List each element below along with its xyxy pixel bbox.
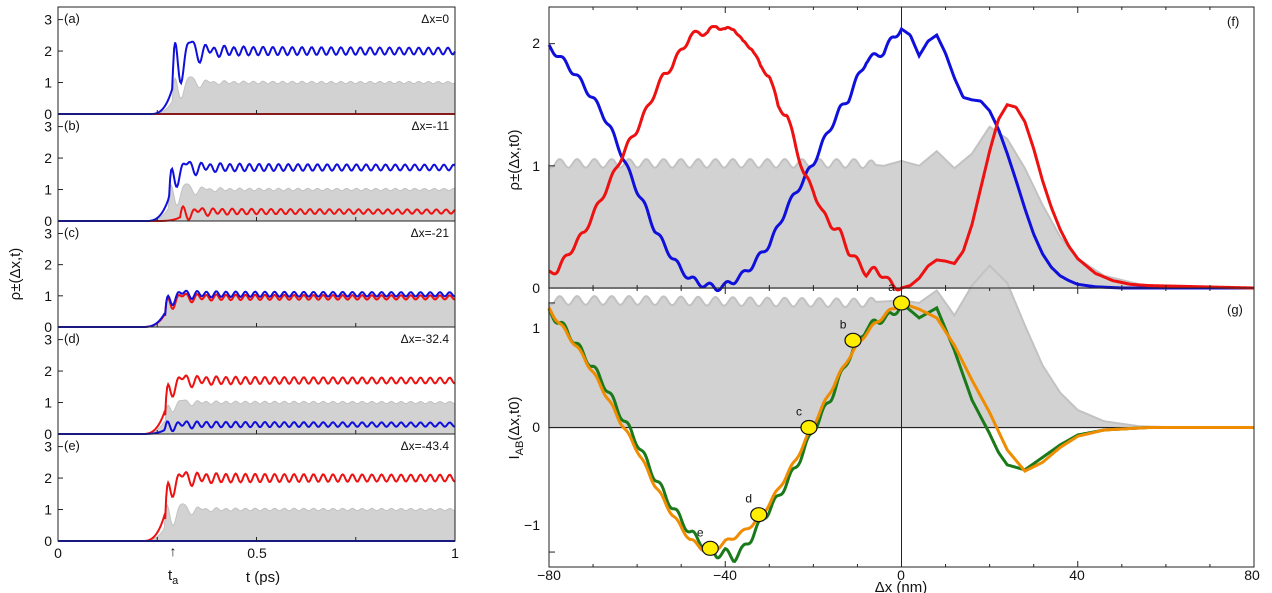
ta-label-main: t (168, 567, 173, 584)
panel-d-tag: (d) (64, 331, 80, 346)
panel-f-y-tick-1: 1 (532, 158, 540, 174)
panel-g-y-title-rest: (Δx,t0) (506, 396, 523, 440)
marker-label-c: c (796, 405, 802, 419)
panel-g-y-tick-1: 1 (532, 320, 540, 336)
panel-e: (e) Δx=-43.4 0 1 2 3 (44, 433, 456, 549)
panel-c-dx-label: Δx=-21 (411, 226, 450, 240)
panel-g-y-title-main: I (506, 455, 523, 459)
marker-c (800, 419, 818, 436)
left-y-axis-title: ρ±(Δx,t) (7, 248, 24, 301)
panel-f-y-tick-0: 0 (532, 280, 540, 296)
ta-arrow: ↑ (170, 543, 177, 559)
ta-label-sub: a (172, 575, 179, 587)
panel-g-y-axis-title: IAB(Δx,t0) (506, 396, 526, 459)
panel-d-y-tick-label-3: 3 (44, 332, 52, 348)
panel-g-y-tick-0: 0 (532, 419, 540, 435)
panel-a-y-tick-label-3: 3 (44, 12, 52, 28)
marker-label-e: e (697, 525, 704, 539)
panel-a-y-tick-label-0: 0 (44, 106, 52, 122)
panel-g-y-title-sub: AB (514, 441, 526, 456)
panel-f-y-axis-title: ρ±(Δx,t0) (506, 130, 523, 191)
panel-e-dx-label: Δx=-43.4 (401, 439, 450, 453)
panel-g: (g) 1 0 −1 −80 −40 0 40 80 Δx (nm) IAB(Δ… (506, 264, 1260, 593)
left-x-tick-1: 1 (451, 545, 459, 561)
panel-c-y-tick-label-0: 0 (44, 319, 52, 335)
marker-d (750, 507, 768, 523)
panel-g-x-tick-neg40: −40 (713, 567, 737, 583)
panel-a-dx-label: Δx=0 (421, 12, 449, 26)
panel-e-y-tick-label-1: 1 (44, 502, 52, 518)
panel-c-y-tick-label-3: 3 (44, 225, 52, 241)
panel-d-y-tick-label-0: 0 (44, 426, 52, 442)
panel-e-y-tick-label-2: 2 (44, 470, 52, 486)
panel-b-y-tick-label-2: 2 (44, 150, 52, 166)
panel-g-x-tick-80: 80 (1244, 567, 1260, 583)
left-x-tick-0: 0 (54, 545, 62, 561)
panel-d: (d) Δx=-32.4 0 1 2 3 (44, 326, 456, 442)
ta-label: ta (168, 567, 179, 587)
left-x-tick-05: 0.5 (247, 545, 267, 561)
panel-d-y-tick-label-2: 2 (44, 363, 52, 379)
panel-b-dx-label: Δx=-11 (412, 119, 450, 133)
panel-a: (a) Δx=0 0 1 2 3 (44, 6, 456, 122)
panel-b-tag: (b) (64, 118, 80, 133)
panel-a-y-tick-label-2: 2 (44, 43, 52, 59)
marker-a (892, 295, 911, 311)
marker-label-a: a (888, 280, 895, 294)
panel-d-gray-area (58, 399, 456, 435)
panel-g-x-tick-neg80: −80 (537, 567, 561, 583)
panel-e-gray-area (58, 503, 456, 542)
left-panels: (a) Δx=0 0 1 2 3 (b) Δx=-11 0 1 2 3 (c) Δx=-21… (7, 6, 459, 587)
panel-c-y-tick-label-1: 1 (44, 288, 52, 304)
panel-a-gray-area (58, 76, 456, 115)
marker-label-b: b (840, 317, 847, 331)
panel-a-y-tick-label-1: 1 (44, 75, 52, 91)
panel-e-y-tick-label-3: 3 (44, 439, 52, 455)
panel-g-x-tick-40: 40 (1069, 567, 1085, 583)
marker-b (844, 332, 862, 348)
marker-e (701, 540, 719, 556)
panel-g-tag: (g) (1227, 302, 1243, 317)
panel-a-tag: (a) (64, 11, 80, 26)
panel-f-y-tick-2: 2 (532, 35, 540, 51)
panel-g-x-tick-0: 0 (897, 567, 905, 583)
panel-d-y-tick-label-1: 1 (44, 395, 52, 411)
panel-d-dx-label: Δx=-32.4 (401, 332, 450, 346)
panel-b-y-tick-label-3: 3 (44, 119, 52, 135)
left-x-axis-title: t (ps) (246, 569, 280, 586)
panel-e-tag: (e) (64, 438, 80, 453)
panel-c: (c) Δx=-21 0 1 2 3 (44, 220, 456, 335)
panel-g-x-axis-title: Δx (nm) (875, 579, 928, 593)
panel-f-tag: (f) (1227, 14, 1239, 29)
panel-b-y-tick-label-0: 0 (44, 213, 52, 229)
panel-f: (f) 0 1 2 ρ±(Δx,t0) (506, 6, 1255, 296)
panel-b: (b) Δx=-11 0 1 2 3 (44, 113, 456, 229)
panel-b-y-tick-label-1: 1 (44, 182, 52, 198)
marker-label-d: d (745, 492, 752, 506)
panel-b-gray-area (58, 183, 456, 222)
panel-c-y-tick-label-2: 2 (44, 257, 52, 273)
panel-c-tag: (c) (64, 225, 79, 240)
panel-e-y-tick-label-0: 0 (44, 533, 52, 549)
panel-g-y-tick-neg1: −1 (524, 517, 540, 533)
